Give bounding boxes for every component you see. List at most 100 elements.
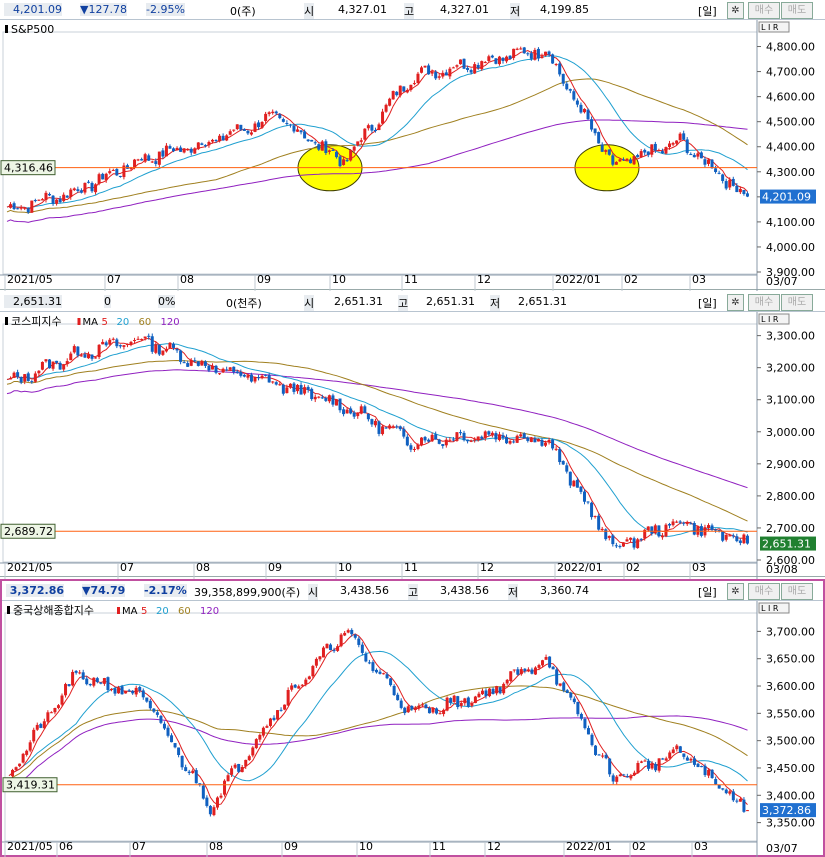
candle-body bbox=[221, 368, 225, 373]
candle-body bbox=[742, 534, 746, 544]
candle-body bbox=[586, 109, 590, 120]
candle-body bbox=[601, 755, 605, 757]
candle-body bbox=[678, 746, 682, 753]
candle-body bbox=[203, 145, 207, 147]
candle-body bbox=[583, 718, 587, 729]
candle-body bbox=[561, 73, 565, 84]
y-tick-label: 3,300.00 bbox=[766, 330, 815, 343]
candle-body bbox=[39, 724, 43, 728]
candle-body bbox=[572, 480, 576, 487]
buy-button[interactable]: 매수 bbox=[748, 294, 780, 311]
candle-body bbox=[69, 353, 73, 361]
candle-body bbox=[172, 148, 176, 152]
candle-body bbox=[203, 361, 207, 366]
buy-button[interactable]: 매수 bbox=[748, 583, 780, 600]
candle-body bbox=[735, 536, 739, 542]
candle-body bbox=[569, 692, 573, 698]
candle-body bbox=[12, 372, 16, 378]
candle-body bbox=[346, 630, 350, 633]
ma-label-20: 20 bbox=[117, 317, 130, 328]
candle-body bbox=[512, 669, 516, 671]
sell-button[interactable]: 매도 bbox=[781, 294, 813, 311]
candle-body bbox=[533, 667, 537, 675]
candle-body bbox=[582, 108, 586, 113]
candle-body bbox=[579, 713, 583, 719]
candle-body bbox=[568, 471, 572, 486]
candle-body bbox=[396, 694, 400, 701]
ma20-line bbox=[6, 343, 748, 537]
y-tick-label: 4,800.00 bbox=[766, 41, 815, 54]
sell-button[interactable]: 매도 bbox=[781, 583, 813, 600]
candle-body bbox=[49, 712, 53, 714]
candle-body bbox=[660, 151, 664, 154]
candle-body bbox=[210, 365, 214, 370]
period-button[interactable]: [일] bbox=[698, 586, 717, 599]
candle-body bbox=[575, 479, 579, 488]
candles bbox=[9, 46, 749, 214]
candle-body bbox=[23, 207, 27, 209]
candle-body bbox=[198, 783, 202, 785]
candle-body bbox=[547, 51, 551, 55]
candle-body bbox=[541, 660, 545, 666]
candle-body bbox=[173, 743, 177, 748]
candle-body bbox=[738, 798, 742, 802]
sp500-chart: S&P500 L I R 4,800.00 4,700.00 4,600.00 4,500… bbox=[0, 20, 816, 291]
candle-body bbox=[175, 147, 179, 151]
period-button[interactable]: [일] bbox=[698, 297, 717, 310]
candle-body bbox=[660, 535, 664, 538]
x-tick-label: 10 bbox=[338, 561, 352, 574]
candle-body bbox=[272, 717, 276, 720]
x-tick-label: 12 bbox=[480, 561, 494, 574]
candle-body bbox=[210, 139, 214, 142]
gear-icon[interactable]: ✲ bbox=[727, 2, 744, 19]
candle-body bbox=[85, 678, 89, 685]
x-tick-label: 2021/05 bbox=[7, 840, 53, 853]
candle-body bbox=[405, 436, 409, 446]
low-value: 3,360.74 bbox=[540, 584, 589, 597]
candle-body bbox=[522, 47, 526, 54]
candle-body bbox=[313, 142, 317, 144]
candle-body bbox=[412, 448, 416, 450]
candle-body bbox=[392, 685, 396, 696]
candle-body bbox=[374, 669, 378, 673]
sell-button[interactable]: 매도 bbox=[781, 2, 813, 19]
candle-body bbox=[745, 535, 749, 544]
ma-label-60: 60 bbox=[178, 606, 191, 617]
candle-body bbox=[512, 441, 516, 443]
candle-body bbox=[191, 770, 195, 774]
candle-body bbox=[306, 139, 310, 142]
ma120-line bbox=[6, 369, 748, 489]
gear-icon[interactable]: ✲ bbox=[727, 294, 744, 311]
candle-body bbox=[314, 658, 318, 666]
candle-body bbox=[526, 53, 530, 55]
candle-body bbox=[265, 726, 269, 728]
open-label: 시 bbox=[308, 584, 319, 600]
reference-label: 3,419.31 bbox=[6, 779, 55, 792]
x-tick-label: 08 bbox=[180, 273, 194, 286]
candle-body bbox=[317, 396, 321, 398]
candle-body bbox=[622, 774, 626, 776]
candle-body bbox=[721, 531, 725, 541]
candle-body bbox=[244, 759, 248, 767]
last-price-label: 2,651.31 bbox=[762, 538, 811, 551]
candle-body bbox=[232, 366, 236, 372]
candle-body bbox=[724, 789, 728, 794]
candle-body bbox=[148, 700, 152, 709]
candle-body bbox=[689, 154, 693, 156]
candle-body bbox=[55, 199, 59, 204]
candle-body bbox=[391, 91, 395, 100]
candle-body bbox=[413, 707, 417, 710]
candle-body bbox=[71, 671, 75, 686]
candle-body bbox=[378, 671, 382, 674]
candle-body bbox=[544, 656, 548, 660]
buy-button[interactable]: 매수 bbox=[748, 2, 780, 19]
gear-icon[interactable]: ✲ bbox=[727, 583, 744, 600]
candle-body bbox=[154, 344, 158, 353]
candle-body bbox=[310, 388, 314, 400]
candle-body bbox=[572, 91, 576, 100]
candle-body bbox=[608, 758, 612, 775]
period-button[interactable]: [일] bbox=[698, 5, 717, 18]
volume-value: 39,358,899,900(주) bbox=[194, 586, 301, 599]
y-tick-label: 2,800.00 bbox=[766, 490, 815, 503]
candle-body bbox=[451, 67, 455, 69]
